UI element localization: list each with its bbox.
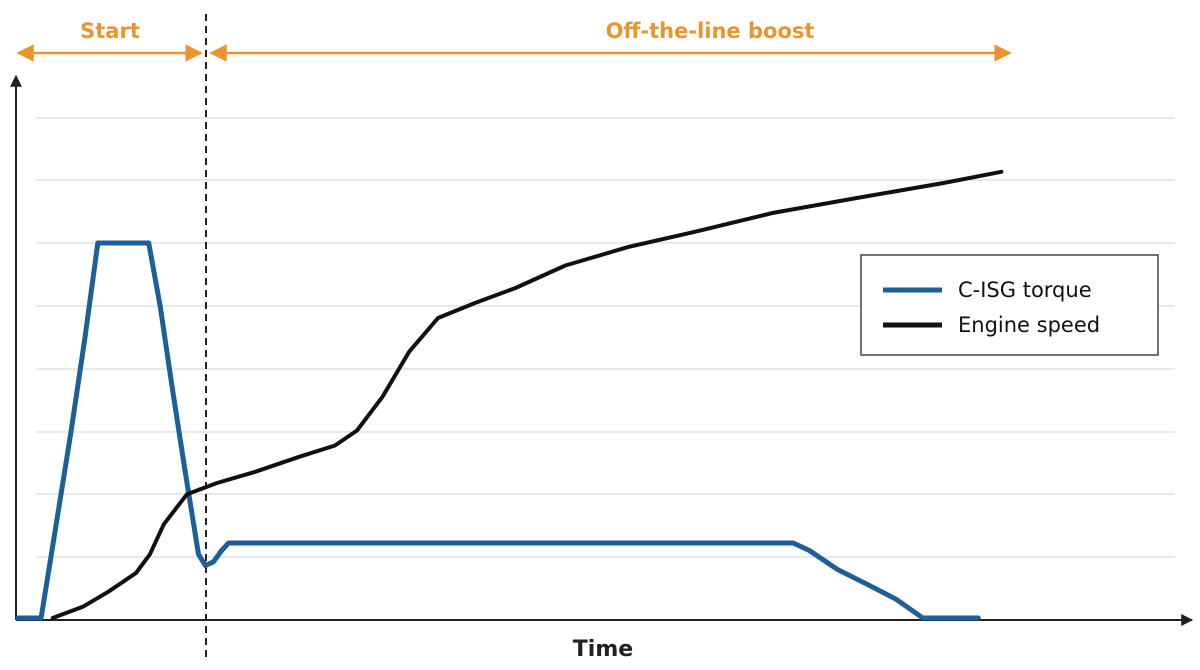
legend-box — [860, 254, 1159, 356]
boost-phase-label: Off-the-line boost — [606, 19, 815, 43]
c-isg-torque-line — [15, 240, 981, 621]
engine-speed-line — [50, 169, 1004, 620]
x-axis-label: Time — [573, 637, 633, 662]
legend: C-ISG torque Engine speed — [860, 254, 1159, 356]
legend-label-c-isg-torque: C-ISG torque — [958, 278, 1092, 302]
legend-label-engine-speed: Engine speed — [958, 313, 1100, 337]
gridlines — [36, 117, 1175, 558]
start-phase-label: Start — [80, 19, 140, 43]
